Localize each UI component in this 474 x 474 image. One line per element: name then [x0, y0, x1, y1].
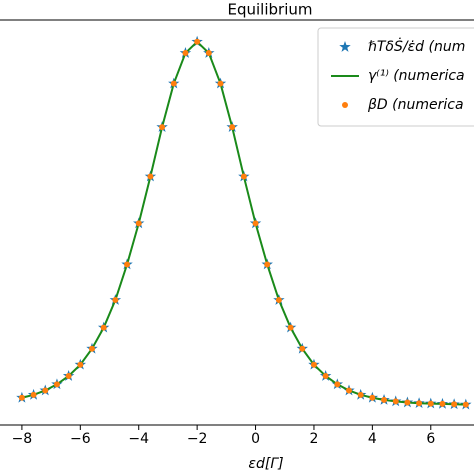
- legend-label: βD (numerica: [367, 97, 464, 113]
- x-tick-label: −4: [128, 431, 149, 447]
- dot-marker: [112, 297, 119, 304]
- x-tick-label: −2: [187, 431, 208, 447]
- dot-marker: [182, 50, 189, 57]
- dot-marker: [439, 400, 446, 407]
- dot-marker: [65, 372, 72, 379]
- x-tick-label: 4: [368, 431, 377, 447]
- dot-marker: [416, 400, 423, 407]
- dot-marker: [451, 401, 458, 408]
- dot-marker: [30, 391, 37, 398]
- dot-marker: [322, 372, 329, 379]
- dot-marker: [357, 391, 364, 398]
- dot-marker: [392, 398, 399, 405]
- dot-marker: [77, 361, 84, 368]
- dot-marker: [462, 401, 469, 408]
- chart-title: Equilibrium: [228, 1, 313, 19]
- dot-marker: [53, 381, 60, 388]
- dot-marker: [334, 381, 341, 388]
- dot-marker: [346, 387, 353, 394]
- legend-box: [317, 27, 474, 127]
- legend-dot: [342, 102, 348, 108]
- dot-marker: [100, 324, 107, 331]
- dot-marker: [264, 261, 271, 268]
- dot-marker: [404, 399, 411, 406]
- dot-marker: [159, 124, 166, 131]
- x-tick-label: −6: [70, 431, 91, 447]
- dot-marker: [147, 173, 154, 180]
- dot-marker: [88, 345, 95, 352]
- legend-star: [339, 41, 351, 52]
- dot-marker: [135, 220, 142, 227]
- dot-marker: [287, 324, 294, 331]
- dot-marker: [381, 396, 388, 403]
- x-axis-label: εd[Γ]: [248, 456, 283, 472]
- dot-marker: [275, 297, 282, 304]
- x-tick-label: 0: [251, 431, 260, 447]
- dot-marker: [124, 261, 131, 268]
- dot-marker: [170, 80, 177, 87]
- dot-marker: [252, 220, 259, 227]
- dot-marker: [217, 80, 224, 87]
- x-tick-label: 2: [309, 431, 318, 447]
- legend-label: ℏTδṠ/ε̇d (num: [368, 37, 465, 55]
- dot-marker: [240, 173, 247, 180]
- dot-marker: [369, 394, 376, 401]
- dot-marker: [310, 361, 317, 368]
- x-tick-label: −8: [12, 431, 33, 447]
- dot-marker: [229, 124, 236, 131]
- legend-label: γ⁽¹⁾ (numerica: [368, 68, 465, 84]
- dot-marker: [194, 38, 201, 45]
- dot-marker: [205, 50, 212, 57]
- dot-marker: [42, 387, 49, 394]
- dot-marker: [18, 394, 25, 401]
- dot-marker: [427, 400, 434, 407]
- x-tick-label: 6: [426, 431, 435, 447]
- dot-marker: [299, 345, 306, 352]
